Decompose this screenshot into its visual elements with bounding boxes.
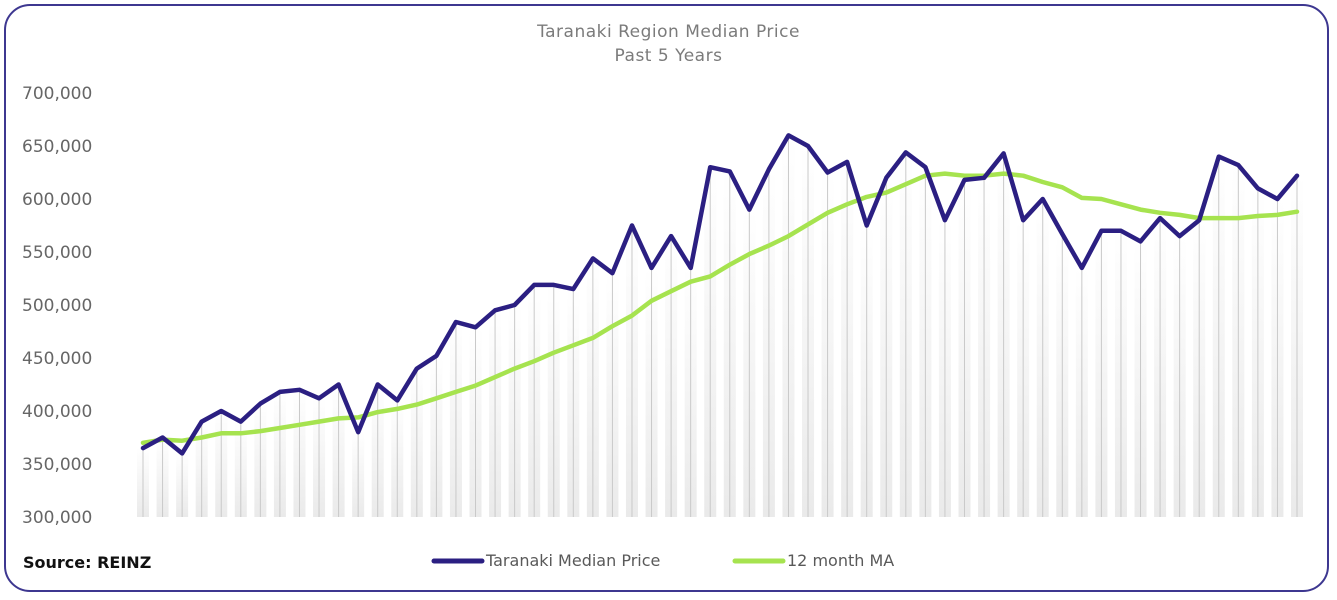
y-tick-label: 600,000 [22, 190, 92, 210]
series-line-median-price [140, 133, 1300, 456]
y-tick-label: 300,000 [22, 508, 92, 528]
y-tick-label: 550,000 [22, 243, 92, 263]
y-tick-label: 500,000 [22, 296, 92, 316]
series-lines [140, 133, 1300, 456]
source-note: Source: REINZ [23, 553, 152, 572]
y-tick-label: 650,000 [22, 137, 92, 157]
series-line-12-month-ma [140, 171, 1300, 446]
legend-label-ma: 12 month MA [787, 551, 894, 570]
chart-subtitle: Past 5 Years [614, 46, 723, 66]
legend-label-median: Taranaki Median Price [485, 551, 660, 570]
y-tick-label: 350,000 [22, 455, 92, 475]
chart-title: Taranaki Region Median Price [537, 22, 800, 42]
y-tick-label: 450,000 [22, 349, 92, 369]
y-axis-ticks: 300,000 350,000 400,000 450,000 500,000 550,0… [22, 84, 92, 528]
drop-lines [137, 135, 1303, 518]
y-tick-label: 700,000 [22, 84, 92, 104]
legend: Taranaki Median Price 12 month MA [431, 551, 894, 570]
y-tick-label: 400,000 [22, 402, 92, 422]
